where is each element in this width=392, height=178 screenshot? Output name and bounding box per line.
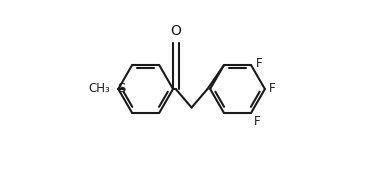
Text: O: O: [170, 24, 181, 38]
Text: F: F: [253, 115, 260, 128]
Text: F: F: [269, 82, 276, 96]
Text: F: F: [256, 57, 262, 70]
Text: S: S: [117, 82, 126, 96]
Text: CH₃: CH₃: [89, 82, 110, 96]
